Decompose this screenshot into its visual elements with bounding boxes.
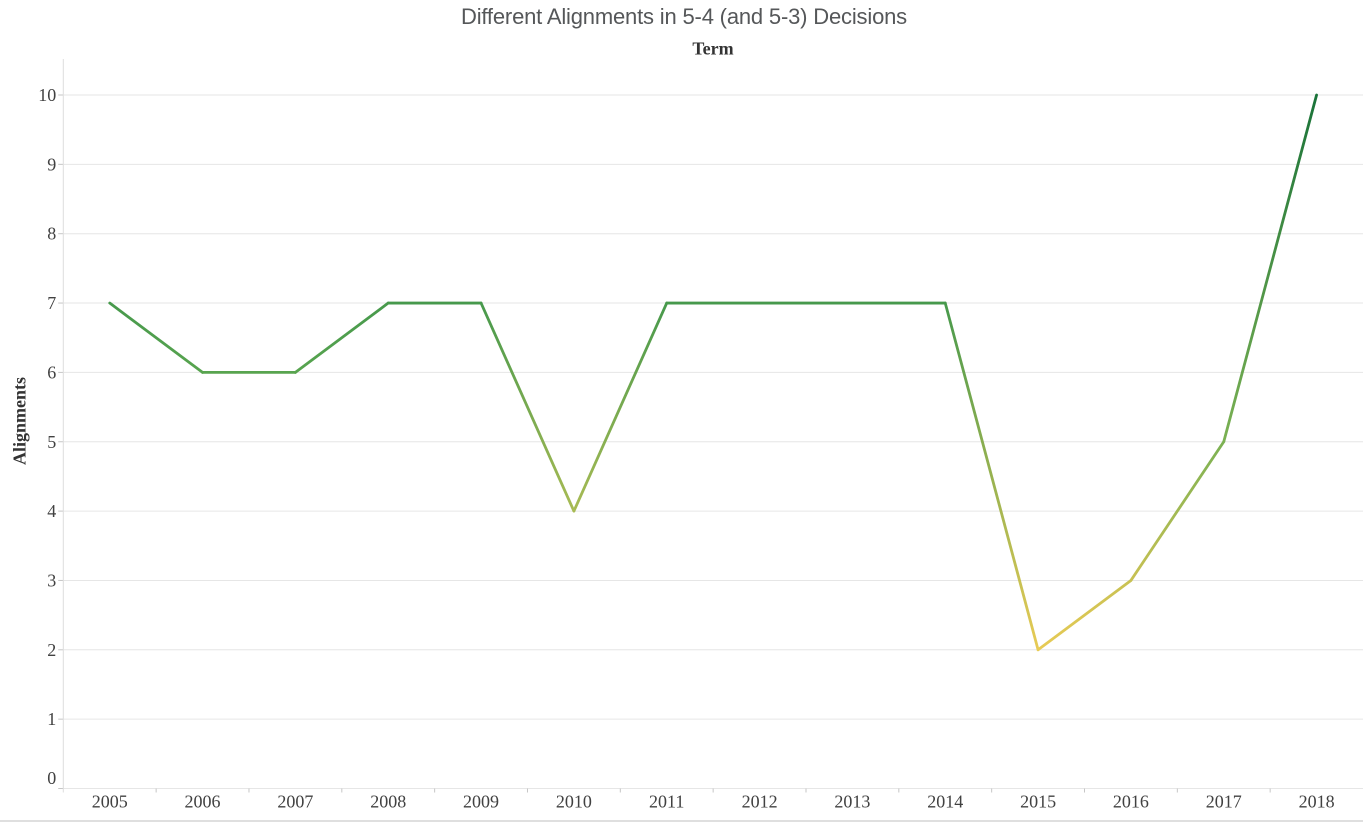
svg-text:7: 7 bbox=[47, 293, 56, 313]
svg-text:10: 10 bbox=[38, 85, 56, 105]
svg-text:Term: Term bbox=[692, 39, 733, 59]
svg-text:4: 4 bbox=[47, 501, 56, 521]
svg-text:2013: 2013 bbox=[834, 792, 870, 812]
svg-text:8: 8 bbox=[47, 224, 56, 244]
svg-text:2015: 2015 bbox=[1020, 792, 1056, 812]
svg-text:3: 3 bbox=[47, 571, 56, 591]
svg-text:Different Alignments in 5-4 (a: Different Alignments in 5-4 (and 5-3) De… bbox=[461, 4, 907, 29]
svg-text:5: 5 bbox=[47, 432, 56, 452]
svg-text:2006: 2006 bbox=[185, 792, 221, 812]
svg-text:1: 1 bbox=[47, 709, 56, 729]
svg-text:2: 2 bbox=[47, 640, 56, 660]
svg-text:2016: 2016 bbox=[1113, 792, 1149, 812]
svg-text:2014: 2014 bbox=[927, 792, 963, 812]
svg-text:2012: 2012 bbox=[742, 792, 778, 812]
svg-text:Alignments: Alignments bbox=[10, 377, 30, 465]
svg-text:6: 6 bbox=[47, 362, 56, 382]
svg-text:2017: 2017 bbox=[1206, 792, 1242, 812]
svg-text:2008: 2008 bbox=[370, 792, 406, 812]
svg-text:2007: 2007 bbox=[277, 792, 313, 812]
svg-text:2011: 2011 bbox=[649, 792, 684, 812]
svg-text:2005: 2005 bbox=[92, 792, 128, 812]
svg-text:2018: 2018 bbox=[1299, 792, 1335, 812]
svg-text:0: 0 bbox=[47, 768, 56, 788]
svg-text:2010: 2010 bbox=[556, 792, 592, 812]
svg-text:2009: 2009 bbox=[463, 792, 499, 812]
svg-text:9: 9 bbox=[47, 154, 56, 174]
